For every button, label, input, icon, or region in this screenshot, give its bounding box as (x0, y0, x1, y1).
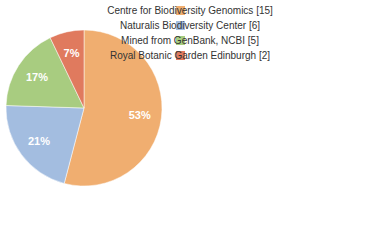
svg-text:21%: 21% (28, 135, 50, 147)
svg-text:7%: 7% (64, 47, 80, 59)
svg-text:Centre for Biodiversity Genomi: Centre for Biodiversity Genomics [15] (107, 5, 273, 16)
svg-text:Royal Botanic Garden Edinburgh: Royal Botanic Garden Edinburgh [2] (110, 50, 270, 61)
svg-text:Naturalis Biodiversity Center: Naturalis Biodiversity Center [6] (120, 20, 260, 31)
svg-text:17%: 17% (26, 71, 48, 83)
svg-text:53%: 53% (129, 109, 151, 121)
svg-text:Mined from GenBank, NCBI [5]: Mined from GenBank, NCBI [5] (121, 35, 259, 46)
